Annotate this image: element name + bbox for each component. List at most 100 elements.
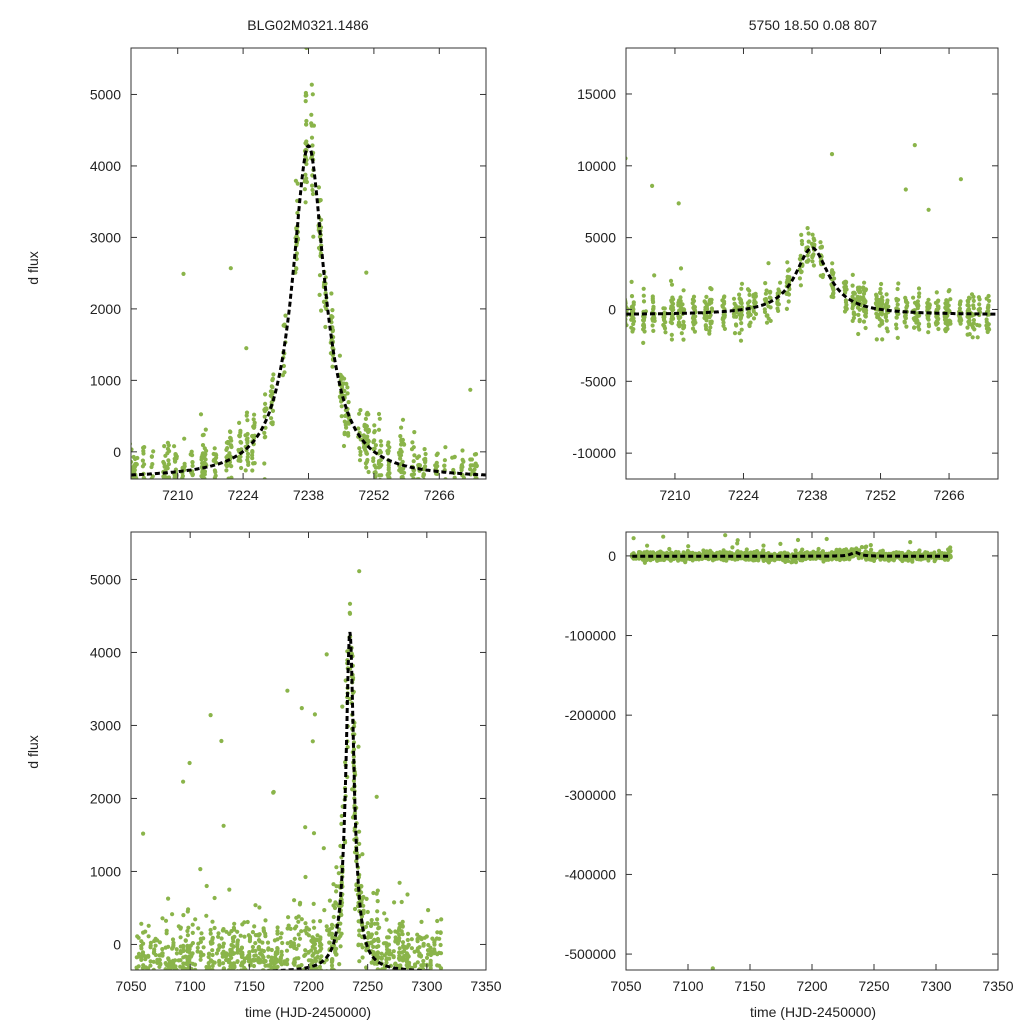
data-point: [330, 974, 334, 978]
data-point: [875, 303, 880, 308]
data-point: [189, 503, 193, 507]
data-point: [169, 962, 174, 967]
data-point: [175, 973, 179, 977]
data-point: [199, 474, 204, 479]
data-point: [406, 961, 411, 966]
data-point: [462, 505, 466, 509]
data-point: [178, 958, 183, 963]
data-point: [400, 988, 404, 992]
data-point: [324, 652, 329, 657]
data-point: [133, 461, 138, 467]
data-point: [231, 997, 235, 1001]
data-point: [407, 1007, 411, 1011]
x-tick-label: 7224: [228, 487, 259, 503]
data-point: [147, 970, 151, 974]
data-point: [299, 917, 304, 922]
data-point: [343, 840, 348, 845]
data-point: [232, 972, 236, 976]
data-point: [375, 971, 379, 975]
data-point: [283, 313, 288, 318]
data-point: [669, 282, 675, 287]
data-point: [739, 281, 745, 286]
data-point: [161, 977, 165, 981]
data-point: [861, 291, 867, 296]
data-point: [200, 451, 205, 456]
data-point: [161, 997, 165, 1001]
data-point: [365, 921, 370, 926]
data-point: [915, 319, 920, 324]
data-point: [375, 951, 380, 956]
data-point: [196, 926, 201, 931]
data-point: [221, 1010, 225, 1014]
data-point: [298, 900, 303, 906]
data-point: [269, 947, 274, 953]
data-point: [180, 966, 185, 970]
data-point: [295, 210, 300, 216]
data-point: [339, 385, 344, 390]
data-point: [327, 940, 332, 945]
data-point: [273, 960, 278, 965]
data-point: [149, 454, 154, 459]
data-point: [450, 455, 455, 460]
data-point: [738, 338, 744, 343]
data-point: [245, 440, 250, 445]
data-point: [160, 947, 165, 952]
data-point: [181, 948, 186, 953]
data-point: [132, 468, 137, 473]
data-point: [334, 889, 339, 894]
data-point: [358, 408, 363, 413]
panel-top-left: 7210 7224 7238 7252 726601000200030004000500…: [90, 47, 487, 509]
data-point: [472, 487, 476, 491]
data-point: [212, 986, 216, 990]
data-point: [203, 482, 207, 486]
data-point: [878, 291, 883, 296]
data-point: [190, 453, 195, 458]
data-point: [298, 971, 302, 975]
data-point: [168, 1005, 172, 1009]
data-point: [152, 981, 156, 985]
data-point: [239, 997, 243, 1001]
data-point: [361, 970, 365, 974]
data-point: [332, 905, 338, 911]
data-point: [346, 431, 351, 436]
data-point: [690, 326, 696, 331]
data-point: [166, 990, 170, 994]
data-point: [361, 433, 366, 438]
data-point: [842, 288, 848, 293]
data-point: [245, 919, 250, 925]
data-point: [393, 973, 397, 977]
data-point: [829, 294, 834, 299]
data-point: [266, 996, 270, 1000]
data-point: [862, 301, 867, 306]
data-point: [339, 813, 344, 819]
data-point: [829, 152, 835, 157]
data-point: [285, 988, 289, 992]
data-point: [328, 979, 332, 983]
data-point: [217, 943, 222, 948]
data-point: [384, 996, 388, 1000]
data-point: [235, 959, 240, 965]
data-point: [376, 462, 382, 467]
data-point: [851, 310, 856, 315]
data-point: [202, 1009, 206, 1013]
data-point: [945, 299, 950, 304]
data-point: [626, 323, 629, 328]
data-point: [273, 994, 277, 998]
data-point: [229, 438, 234, 443]
data-point: [785, 260, 790, 265]
data-point: [903, 298, 909, 303]
data-point: [214, 488, 218, 492]
data-point: [165, 983, 169, 987]
data-point: [375, 917, 380, 922]
data-point: [141, 930, 146, 935]
data-point: [383, 1017, 387, 1021]
data-point: [915, 299, 921, 304]
data-point: [227, 982, 231, 986]
data-point: [402, 987, 406, 991]
data-point: [181, 913, 186, 918]
data-point: [270, 376, 275, 381]
data-point: [880, 298, 885, 303]
data-point: [278, 935, 283, 940]
data-point: [379, 951, 384, 956]
